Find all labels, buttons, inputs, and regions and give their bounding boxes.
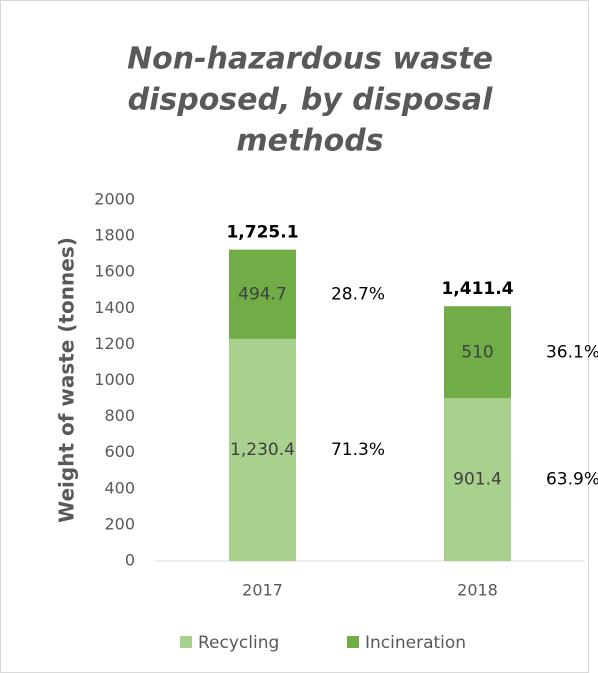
y-tick-label: 400	[104, 478, 135, 497]
y-tick-label: 1400	[94, 298, 135, 317]
title-line: Non-hazardous waste	[127, 42, 493, 77]
y-tick-label: 2000	[94, 190, 135, 209]
title-line: methods	[236, 124, 383, 159]
value-label: 494.7	[238, 284, 287, 304]
bar-segment	[444, 306, 511, 399]
chart-title: Non-hazardous waste disposed, by disposal…	[127, 42, 493, 159]
y-tick-label: 1000	[94, 370, 135, 389]
y-tick-label: 800	[104, 406, 135, 425]
x-tick-label: 2018	[457, 581, 498, 600]
value-label: 1,230.4	[230, 440, 295, 460]
legend-swatch	[180, 636, 192, 648]
y-axis-label: Weight of waste (tonnes)	[55, 237, 79, 523]
y-tick-label: 1600	[94, 262, 135, 281]
total-label: 1,411.4	[441, 279, 513, 299]
legend-swatch	[347, 636, 359, 648]
legend-label: Recycling	[198, 633, 279, 653]
percent-label: 36.1%	[546, 342, 598, 362]
value-label: 510	[461, 342, 493, 362]
y-tick-label: 1200	[94, 334, 135, 353]
percent-label: 63.9%	[546, 470, 598, 490]
title-line: disposed, by disposal	[128, 83, 493, 118]
percent-label: 71.3%	[331, 440, 385, 460]
total-label: 1,725.1	[226, 223, 298, 243]
y-tick-label: 0	[125, 551, 135, 570]
x-tick-label: 2017	[242, 581, 283, 600]
bar-segment	[229, 338, 296, 561]
percent-label: 28.7%	[331, 284, 385, 304]
y-tick-label: 600	[104, 442, 135, 461]
bar-segment	[229, 249, 296, 339]
bar-segment	[444, 398, 511, 561]
y-tick-label: 1800	[94, 226, 135, 245]
y-tick-label: 200	[104, 514, 135, 533]
value-label: 901.4	[453, 470, 502, 490]
legend-label: Incineration	[365, 633, 466, 653]
